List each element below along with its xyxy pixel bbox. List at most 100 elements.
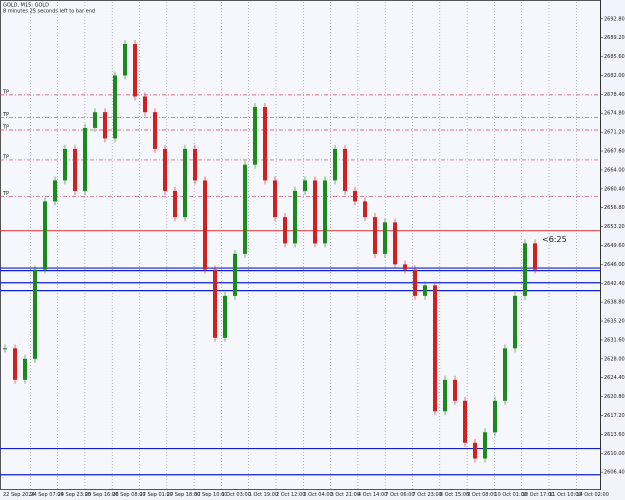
- y-tick-label: 2678.40: [604, 92, 625, 98]
- countdown: <6:25: [542, 235, 567, 244]
- candle: [523, 243, 527, 296]
- candle: [363, 201, 367, 218]
- x-tick-label: 7 Oct 06:00: [385, 492, 414, 498]
- y-tick-label: 2610.00: [604, 451, 625, 457]
- candle: [203, 180, 207, 270]
- candle: [313, 180, 317, 244]
- candle: [273, 180, 277, 218]
- x-tick-label: 25 Sep 16:00: [85, 492, 118, 498]
- candle: [123, 43, 127, 76]
- candle: [93, 112, 97, 128]
- x-tick-label: 10 Oct 17:00: [522, 492, 555, 498]
- y-tick-label: 2624.40: [604, 375, 625, 381]
- y-tick-label: 2642.40: [604, 281, 625, 287]
- candle: [383, 222, 387, 254]
- candle: [303, 180, 307, 191]
- y-tick-label: 2649.60: [604, 243, 625, 249]
- candle: [23, 358, 27, 380]
- plot-frame: [0, 0, 601, 490]
- y-tick-label: 2628.00: [604, 356, 625, 362]
- candle: [283, 217, 287, 244]
- candle: [343, 148, 347, 191]
- x-tick-label: 3 Oct 04:00: [303, 492, 332, 498]
- candle: [103, 112, 107, 139]
- y-tick-label: 2674.80: [604, 111, 625, 117]
- x-tick-label: 4 Oct 14:00: [358, 492, 387, 498]
- tp-label: TP: [2, 125, 9, 131]
- x-tick-label: 14 Oct 02:00: [576, 492, 609, 498]
- y-tick-label: 2660.40: [604, 186, 625, 192]
- candle: [153, 112, 157, 149]
- candle: [113, 75, 117, 139]
- candle: [373, 217, 377, 254]
- y-tick-label: 2638.80: [604, 300, 625, 306]
- x-tick-label: 27 Sep 18:00: [167, 492, 200, 498]
- candle: [453, 379, 457, 401]
- y-tick-label: 2682.00: [604, 73, 625, 79]
- y-tick-label: 2620.80: [604, 394, 625, 400]
- candle: [473, 442, 477, 459]
- candle: [493, 400, 497, 433]
- candle: [233, 253, 237, 296]
- x-tick-label: 24 Sep 07:00: [30, 492, 63, 498]
- candle: [183, 148, 187, 218]
- symbol-label: GOLD, M15: GOLD: [3, 3, 49, 9]
- x-tick-label: 9 Oct 08:00: [467, 492, 496, 498]
- x-tick-label: 27 Sep 01:00: [140, 492, 173, 498]
- x-tick-label: 26 Sep 08:00: [112, 492, 145, 498]
- candle: [173, 190, 177, 218]
- x-tick-label: 30 Sep 10:00: [194, 492, 227, 498]
- candle: [533, 243, 537, 270]
- candle: [43, 201, 47, 270]
- candle: [413, 269, 417, 296]
- y-tick-label: 2667.60: [604, 149, 625, 155]
- candle: [463, 400, 467, 443]
- y-tick-label: 2606.40: [604, 470, 625, 476]
- candle: [483, 432, 487, 459]
- candle: [33, 269, 37, 359]
- x-tick-label: 7 Oct 23:00: [413, 492, 442, 498]
- x-tick-label: 10 Oct 01:00: [494, 492, 527, 498]
- tp-label: TP: [2, 89, 9, 95]
- y-tick-label: 2635.20: [604, 319, 625, 325]
- candle: [143, 96, 147, 113]
- candle: [513, 295, 517, 349]
- candle: [323, 180, 327, 244]
- candle: [293, 190, 297, 244]
- x-tick-label: 1 Oct 19:00: [249, 492, 278, 498]
- candle: [3, 348, 7, 350]
- y-tick-label: 2656.80: [604, 205, 625, 211]
- tp-label: TP: [2, 191, 9, 197]
- candle: [423, 285, 427, 296]
- candle: [163, 148, 167, 191]
- candle: [263, 106, 267, 181]
- candle: [503, 348, 507, 401]
- candle: [213, 269, 217, 338]
- candle: [353, 190, 357, 202]
- y-tick-label: 2685.60: [604, 54, 625, 60]
- countdown-info: 8 minutes 25 seconds left to bar end: [3, 9, 95, 15]
- candle: [53, 180, 57, 202]
- y-tick-label: 2646.00: [604, 262, 625, 268]
- candle: [13, 348, 17, 380]
- candle: [253, 106, 257, 165]
- y-tick-label: 2689.20: [604, 35, 625, 41]
- candle: [333, 148, 337, 181]
- candle: [443, 379, 447, 412]
- x-tick-label: 11 Oct 10:00: [549, 492, 582, 498]
- x-tick-label: 22 Sep 2024: [3, 492, 35, 498]
- x-tick-label: 1 Oct 03:00: [221, 492, 250, 498]
- candle: [83, 127, 87, 191]
- candle: [403, 264, 407, 270]
- y-tick-label: 2692.80: [604, 16, 625, 22]
- y-tick-label: 2664.00: [604, 167, 625, 173]
- x-tick-label: 2 Oct 12:00: [276, 492, 305, 498]
- candle: [433, 285, 437, 412]
- y-tick-label: 2617.20: [604, 413, 625, 419]
- x-tick-label: 3 Oct 21:00: [331, 492, 360, 498]
- candle: [63, 148, 67, 181]
- y-tick-label: 2631.60: [604, 337, 625, 343]
- y-tick-label: 2653.20: [604, 224, 625, 230]
- tp-label: TP: [2, 154, 9, 160]
